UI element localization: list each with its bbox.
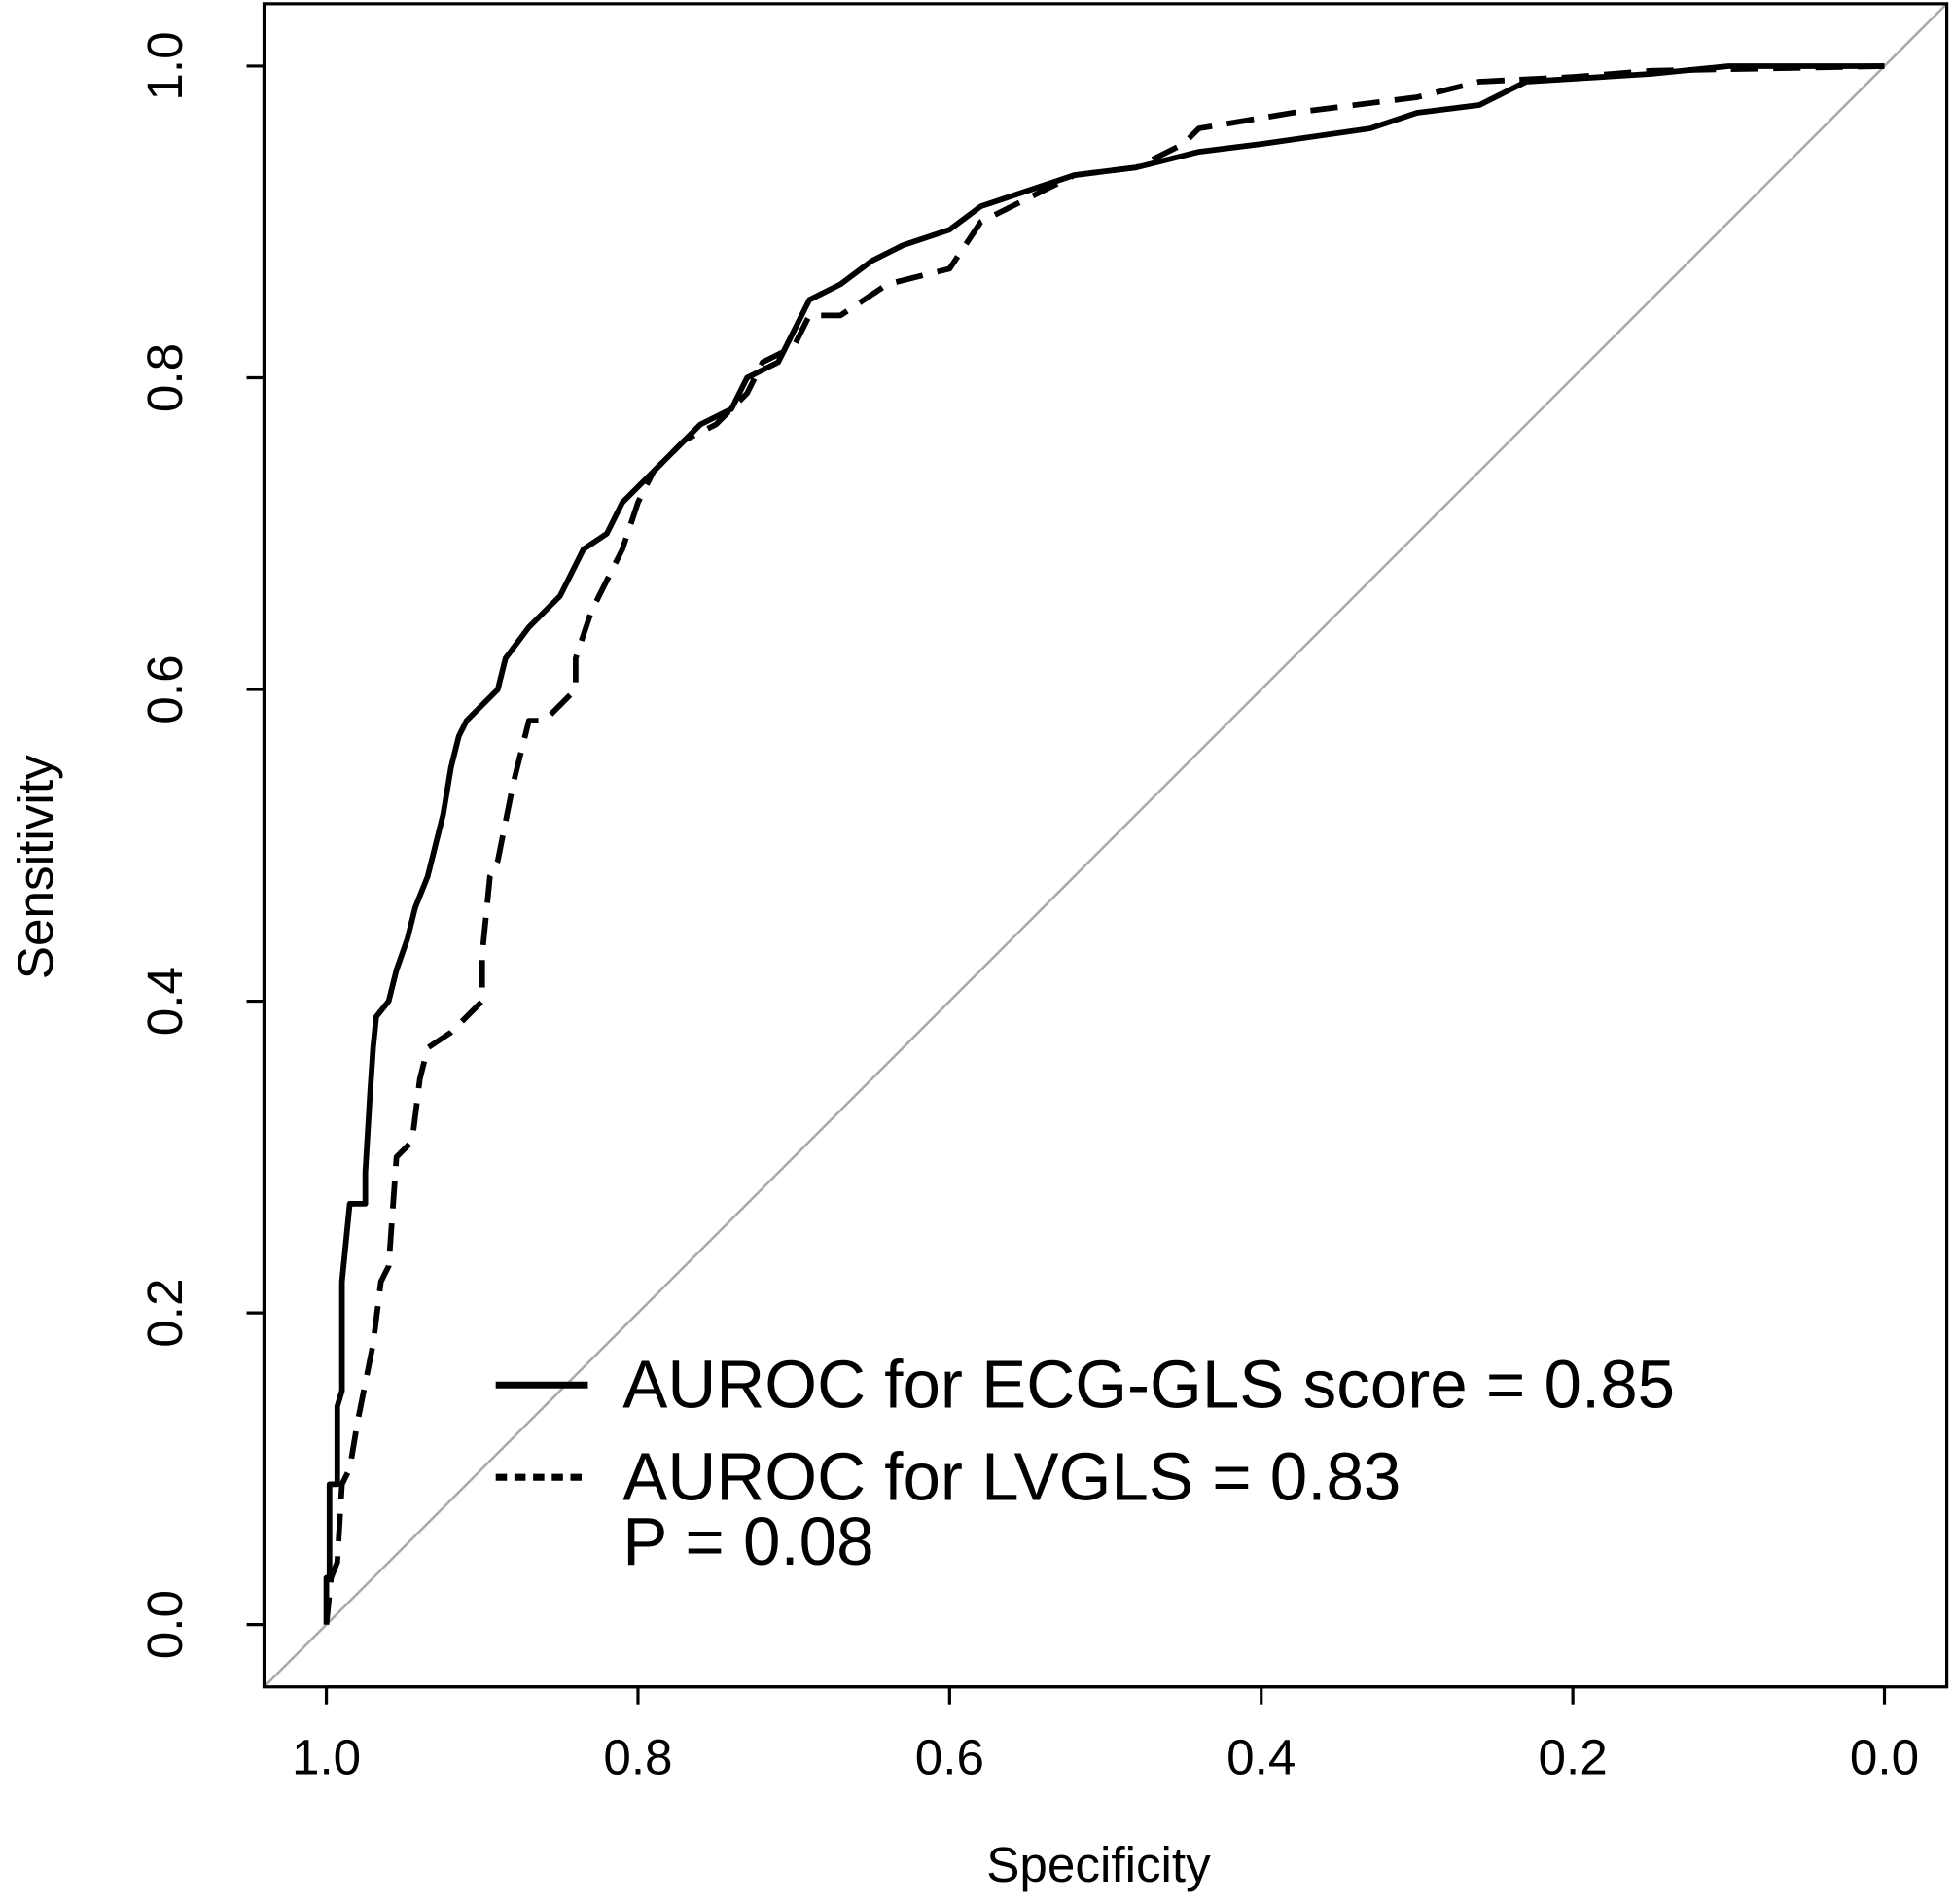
legend-label: AUROC for LVGLS = 0.83 <box>622 1438 1401 1514</box>
annotation: P = 0.08 <box>622 1503 873 1579</box>
y-tick-label: 0.0 <box>137 1590 193 1659</box>
y-tick-label: 1.0 <box>137 31 193 100</box>
reference-diagonal <box>263 2 1948 1688</box>
x-tick-label: 1.0 <box>292 1730 361 1785</box>
x-tick-label: 0.4 <box>1226 1730 1296 1785</box>
x-tick-label: 0.6 <box>915 1730 984 1785</box>
x-axis-label: Specificity <box>986 1837 1211 1892</box>
x-tick-label: 0.0 <box>1850 1730 1919 1785</box>
roc-curve <box>323 63 1885 1625</box>
x-tick-label: 0.2 <box>1539 1730 1608 1785</box>
y-tick-label: 0.8 <box>137 343 193 412</box>
y-tick-label: 0.2 <box>137 1278 193 1347</box>
y-tick-label: 0.4 <box>137 967 193 1036</box>
y-tick-label: 0.6 <box>137 654 193 723</box>
legend-label: AUROC for ECG-GLS score = 0.85 <box>622 1346 1675 1422</box>
y-axis-label: Sensitivity <box>8 755 63 979</box>
x-tick-label: 0.8 <box>603 1730 672 1785</box>
